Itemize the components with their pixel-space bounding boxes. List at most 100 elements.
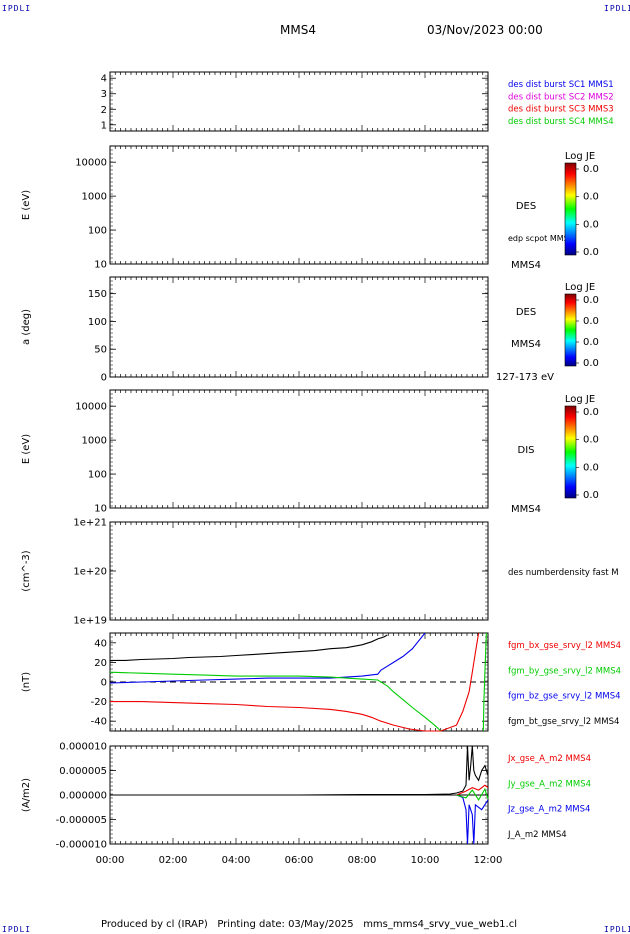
y-tick-label: 10000 (75, 158, 107, 169)
x-tick-label: 10:00 (411, 855, 440, 866)
legend-entry: Jz_gse_A_m2 MMS4 (507, 805, 590, 815)
y-tick-label: 10 (94, 260, 107, 271)
colorbar-tick-label: 0.0 (583, 358, 599, 369)
panel-frame (109, 71, 489, 132)
legend-entry: Jx_gse_A_m2 MMS4 (507, 754, 591, 764)
date-title: 03/Nov/2023 00:00 (427, 23, 543, 37)
panel-p1: 4 3 2 1 des dist burst SC1 MMS1 des dist burs… (101, 71, 614, 132)
stacked-plot-figure: 4 3 2 1 des dist burst SC1 MMS1 des dist burs… (21, 71, 621, 867)
legend-entry: J_A_m2 MMS4 (507, 830, 567, 840)
y-tick-label: 0.000005 (59, 766, 107, 777)
y-tick-label: 1e+21 (73, 518, 107, 529)
series-line (110, 701, 464, 732)
series-line (482, 632, 487, 732)
y-tick-label: 1000 (82, 192, 107, 203)
colorbar-tick-label: 0.0 (583, 192, 599, 203)
colorbar-tick-label: 0.0 (583, 337, 599, 348)
corner-label-top-right: IPDLI (604, 4, 630, 13)
y-tick-label: 3 (101, 89, 107, 100)
corner-label-top-left: IPDLI (2, 4, 32, 13)
y-tick-label: 0 (101, 373, 107, 384)
series-line (110, 745, 489, 796)
y-axis-label: E (eV) (21, 434, 32, 464)
legend-entry: des dist burst SC2 MMS2 (508, 92, 614, 102)
y-axis-label: (cm^-3) (21, 550, 32, 591)
footer-credit: Produced by cl (IRAP) Printing date: 03/… (101, 919, 518, 930)
colorbar (564, 405, 577, 499)
y-tick-label: 50 (94, 345, 107, 356)
colorbar-tick-label: 0.0 (583, 219, 599, 230)
y-tick-label: 40 (94, 638, 107, 649)
y-tick-label: 0.000010 (59, 742, 107, 753)
y-axis-label: (A/m2) (21, 778, 32, 812)
legend-entry: des numberdensity fast M (508, 568, 619, 578)
y-tick-label: -40 (91, 717, 107, 728)
panel-frame (109, 521, 489, 621)
colorbar-tick-label: 0.0 (583, 490, 599, 501)
y-tick-label: 1e+19 (73, 616, 107, 627)
y-tick-label: 2 (101, 105, 107, 116)
panel-p6: 40 20 0 -20 -40 (nT) fgm_bx_gse_srvy_l2 MMS4 fg… (21, 632, 621, 732)
side-label: DES (516, 201, 536, 212)
side-label: MMS4 (511, 260, 541, 271)
series-line (462, 632, 480, 712)
colorbar (564, 293, 577, 367)
panel-p2: 10000 1000 100 10 E (eV) DES edp scpot MMS4 MMS… (21, 145, 599, 271)
panel-p4: 10000 1000 100 10 E (eV) DIS MMS4 Log JE 0.0 0.0 0… (21, 389, 599, 515)
legend-entry: fgm_bx_gse_srvy_l2 MMS4 (508, 641, 621, 651)
colorbar-tick-label: 0.0 (583, 435, 599, 446)
series-line (456, 794, 489, 845)
y-tick-label: -0.000010 (56, 840, 107, 851)
colorbar-title: Log JE (565, 151, 595, 162)
colorbar-tick-label: 0.0 (583, 316, 599, 327)
y-tick-label: 1 (101, 120, 107, 131)
panel-frame (109, 276, 489, 378)
panel-p7: 0.000010 0.000005 0.000000 -0.000005 -0.0000… (21, 742, 591, 867)
side-label: DES (516, 307, 536, 318)
y-tick-label: 0.000000 (59, 791, 107, 802)
x-tick-label: 00:00 (96, 855, 125, 866)
panel-p5: 1e+21 1e+20 1e+19 (cm^-3) des numberdensity … (21, 518, 619, 627)
colorbar-tick-label: 0.0 (583, 407, 599, 418)
colorbar-tick-label: 0.0 (583, 164, 599, 175)
legend-entry: des dist burst SC3 MMS3 (508, 105, 614, 115)
y-tick-label: 100 (88, 470, 107, 481)
y-axis-label: a (deg) (21, 309, 32, 345)
y-tick-label: 4 (101, 74, 107, 85)
y-tick-label: 100 (88, 226, 107, 237)
colorbar-title: Log JE (565, 282, 595, 293)
y-tick-label: 0 (101, 678, 107, 689)
side-label: edp scpot MMS4 (508, 234, 574, 243)
legend-entry: des dist burst SC4 MMS4 (508, 117, 614, 127)
panel-frame (109, 145, 489, 265)
y-tick-label: 1e+20 (73, 567, 107, 578)
legend-entry: des dist burst SC1 MMS1 (508, 80, 614, 90)
colorbar-title: Log JE (565, 394, 595, 405)
colorbar (564, 162, 577, 256)
corner-label-bottom-left: IPDLI (2, 925, 32, 934)
y-tick-label: -0.000005 (56, 815, 107, 826)
y-tick-label: 1000 (82, 436, 107, 447)
y-tick-label: 10 (94, 504, 107, 515)
panel-frame (109, 389, 489, 509)
y-tick-label: 150 (88, 289, 107, 300)
panel-p3: 150 100 50 0 a (deg) DES MMS4 127-173 eV Log JE 0… (21, 276, 599, 384)
y-axis-label: (nT) (21, 672, 32, 692)
legend-entry: fgm_bt_gse_srvy_l2 MMS4 (508, 717, 619, 727)
probe-title: MMS4 (280, 23, 316, 37)
side-label: MMS4 (511, 339, 541, 350)
corner-label-bottom-right: IPDLI (604, 925, 630, 934)
y-tick-label: 10000 (75, 402, 107, 413)
x-tick-label: 04:00 (222, 855, 251, 866)
legend-entry: fgm_by_gse_srvy_l2 MMS4 (508, 666, 621, 676)
y-tick-label: 100 (88, 317, 107, 328)
series-line (109, 632, 426, 684)
series-line (456, 784, 489, 796)
x-tick-label: 06:00 (285, 855, 314, 866)
colorbar-tick-label: 0.0 (583, 462, 599, 473)
series-line (109, 671, 442, 732)
x-tick-label: 12:00 (474, 855, 503, 866)
y-axis-label: E (eV) (21, 190, 32, 220)
legend-entry: Jy_gse_A_m2 MMS4 (507, 779, 591, 789)
side-label: DIS (518, 445, 535, 456)
